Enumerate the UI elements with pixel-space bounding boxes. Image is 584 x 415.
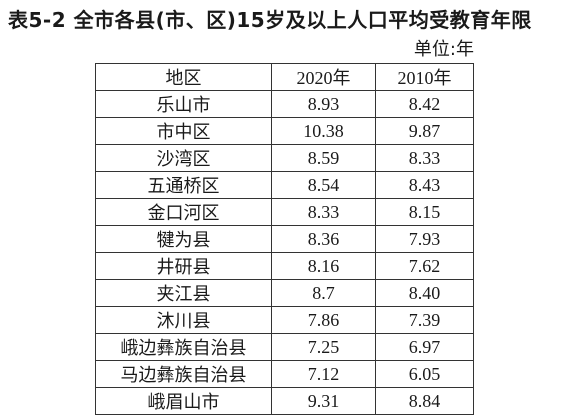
value-2020-cell: 8.54	[271, 171, 376, 199]
value-2020-cell: 7.25	[271, 333, 376, 361]
table-row: 马边彝族自治县 7.12 6.05	[95, 360, 474, 388]
header-2010: 2010年	[375, 63, 474, 91]
region-cell: 峨边彝族自治县	[95, 333, 272, 361]
table-row: 市中区 10.38 9.87	[95, 117, 474, 145]
value-2010-cell: 9.87	[375, 117, 474, 145]
value-2010-cell: 7.93	[375, 225, 474, 253]
table-row: 夹江县 8.7 8.40	[95, 279, 474, 307]
value-2010-cell: 8.40	[375, 279, 474, 307]
region-cell: 夹江县	[95, 279, 272, 307]
value-2010-cell: 7.39	[375, 306, 474, 334]
value-2010-cell: 6.97	[375, 333, 474, 361]
region-cell: 沐川县	[95, 306, 272, 334]
table-row: 犍为县 8.36 7.93	[95, 225, 474, 253]
table-row: 五通桥区 8.54 8.43	[95, 171, 474, 199]
table-row: 峨眉山市 9.31 8.84	[95, 387, 474, 415]
region-cell: 乐山市	[95, 90, 272, 118]
table-row: 沐川县 7.86 7.39	[95, 306, 474, 334]
value-2010-cell: 7.62	[375, 252, 474, 280]
value-2010-cell: 8.43	[375, 171, 474, 199]
value-2020-cell: 8.33	[271, 198, 376, 226]
value-2010-cell: 8.84	[375, 387, 474, 415]
value-2020-cell: 8.7	[271, 279, 376, 307]
region-cell: 五通桥区	[95, 171, 272, 199]
value-2020-cell: 8.36	[271, 225, 376, 253]
header-2020: 2020年	[271, 63, 376, 91]
region-cell: 金口河区	[95, 198, 272, 226]
unit-label: 单位:年	[413, 39, 474, 60]
value-2020-cell: 9.31	[271, 387, 376, 415]
table-row: 金口河区 8.33 8.15	[95, 198, 474, 226]
value-2010-cell: 6.05	[375, 360, 474, 388]
region-cell: 犍为县	[95, 225, 272, 253]
region-cell: 市中区	[95, 117, 272, 145]
value-2020-cell: 8.16	[271, 252, 376, 280]
region-cell: 井研县	[95, 252, 272, 280]
education-years-table: 地区 2020年 2010年 乐山市 8.93 8.42 市中区 10.38 9…	[95, 63, 474, 415]
table-row: 沙湾区 8.59 8.33	[95, 144, 474, 172]
table-row: 乐山市 8.93 8.42	[95, 90, 474, 118]
value-2010-cell: 8.33	[375, 144, 474, 172]
value-2020-cell: 10.38	[271, 117, 376, 145]
value-2020-cell: 8.93	[271, 90, 376, 118]
value-2020-cell: 8.59	[271, 144, 376, 172]
table-header-row: 地区 2020年 2010年	[95, 63, 474, 91]
table-row: 井研县 8.16 7.62	[95, 252, 474, 280]
value-2020-cell: 7.86	[271, 306, 376, 334]
region-cell: 沙湾区	[95, 144, 272, 172]
value-2010-cell: 8.42	[375, 90, 474, 118]
table-row: 峨边彝族自治县 7.25 6.97	[95, 333, 474, 361]
page-title: 表5-2 全市各县(市、区)15岁及以上人口平均受教育年限	[8, 8, 532, 32]
value-2010-cell: 8.15	[375, 198, 474, 226]
header-region: 地区	[95, 63, 272, 91]
region-cell: 峨眉山市	[95, 387, 272, 415]
value-2020-cell: 7.12	[271, 360, 376, 388]
region-cell: 马边彝族自治县	[95, 360, 272, 388]
